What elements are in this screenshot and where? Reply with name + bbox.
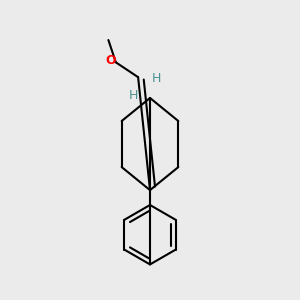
Text: H: H	[129, 89, 138, 102]
Text: H: H	[152, 72, 161, 85]
Text: O: O	[105, 54, 116, 67]
